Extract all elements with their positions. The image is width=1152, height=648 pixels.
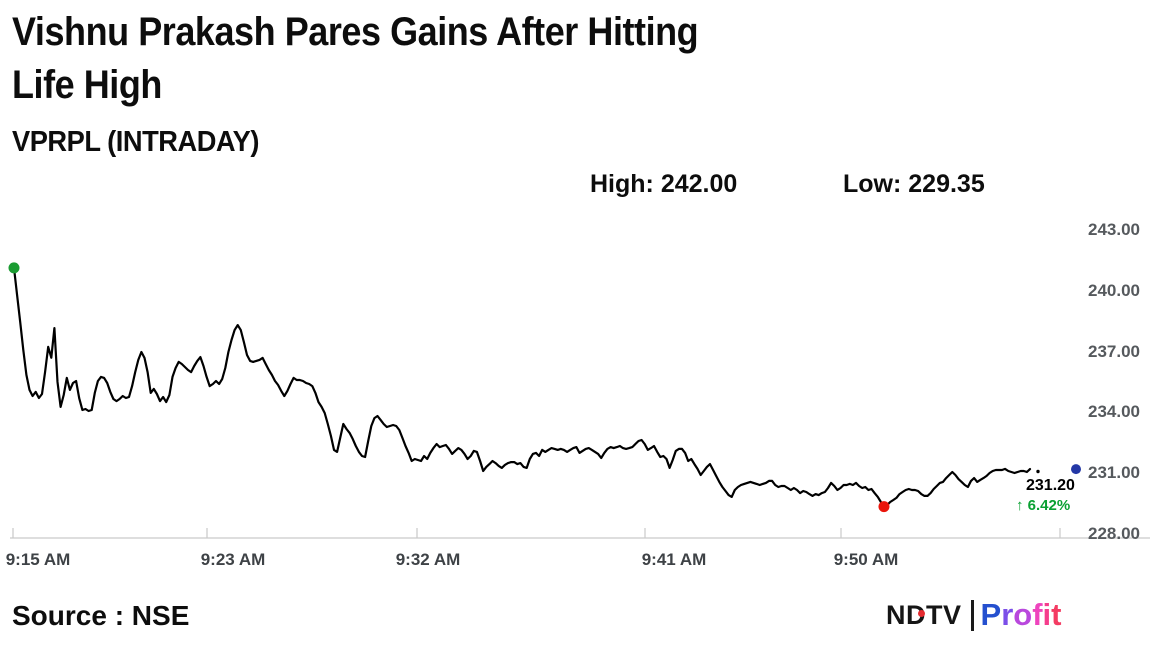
x-axis-label: 9:41 AM bbox=[641, 550, 707, 569]
profit-letter: t bbox=[1051, 597, 1062, 632]
y-axis-label: 234.00 bbox=[1088, 402, 1140, 421]
low-marker-dot bbox=[878, 501, 890, 513]
open-marker-dot bbox=[8, 262, 20, 274]
profit-letter: i bbox=[1042, 597, 1052, 632]
y-axis-label: 228.00 bbox=[1088, 524, 1140, 543]
price-line bbox=[12, 266, 1032, 508]
y-axis-label: 231.00 bbox=[1088, 463, 1140, 482]
headline-line1: Vishnu Prakash Pares Gains After Hitting bbox=[12, 10, 699, 54]
y-axis-label: 237.00 bbox=[1088, 342, 1140, 361]
x-axis-label: 9:23 AM bbox=[200, 550, 266, 569]
x-axis-label: 9:32 AM bbox=[395, 550, 461, 569]
x-axis-label: 9:50 AM bbox=[833, 550, 899, 569]
y-axis-label: 243.00 bbox=[1088, 220, 1140, 239]
x-axis-label: 9:15 AM bbox=[5, 550, 71, 569]
change-percent-label: ↑ 6.42% bbox=[1016, 497, 1070, 514]
source-label: Source : NSE bbox=[12, 600, 190, 631]
change-percent-value: 6.42% bbox=[1027, 497, 1071, 514]
ndtv-red-dot-icon bbox=[918, 609, 925, 617]
profit-letter: P bbox=[980, 597, 1002, 632]
profit-letter: f bbox=[1032, 597, 1043, 632]
line-continuation-dot bbox=[1036, 469, 1040, 474]
headline-line2: Life High bbox=[12, 63, 162, 107]
logo-separator bbox=[970, 599, 974, 631]
high-stat: High: 242.00 bbox=[590, 170, 738, 198]
last-price-label: 231.20 bbox=[1026, 477, 1075, 494]
ndtv-logo-text: NDTV bbox=[886, 600, 962, 631]
low-stat: Low: 229.35 bbox=[843, 170, 985, 198]
up-arrow-icon: ↑ bbox=[1016, 497, 1024, 514]
headline: Vishnu Prakash Pares Gains After Hitting… bbox=[12, 6, 912, 112]
symbol-label: VPRPL (INTRADAY) bbox=[12, 126, 259, 158]
y-axis-label: 240.00 bbox=[1088, 281, 1140, 300]
profit-letter: r bbox=[1001, 597, 1014, 632]
profit-letter: o bbox=[1013, 597, 1033, 632]
last-price-dot bbox=[1071, 464, 1081, 475]
